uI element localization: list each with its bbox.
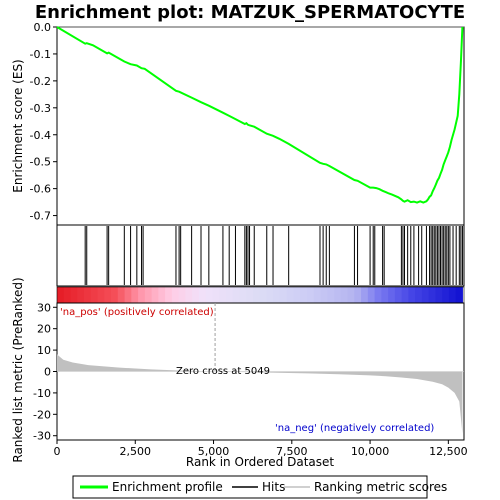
es-tick-label: 0.0 [34, 21, 52, 34]
rank-bar-segment [266, 287, 274, 303]
rank-bar-segment [273, 287, 281, 303]
rank-bar-segment [354, 287, 362, 303]
rank-bar-segment [219, 287, 227, 303]
es-tick-label: -0.6 [30, 183, 51, 196]
rank-bar-segment [408, 287, 416, 303]
es-tick-label: -0.4 [30, 129, 51, 142]
rank-bar-segment [124, 287, 132, 303]
rank-bar-segment [111, 287, 119, 303]
x-tick-label: 12,500 [429, 445, 468, 458]
rank-bar-segment [97, 287, 105, 303]
rank-bar-segment [374, 287, 382, 303]
rank-bar-segment [104, 287, 112, 303]
rank-bar-segment [90, 287, 99, 303]
rank-bar-segment [293, 287, 301, 303]
legend-metric-text: Ranking metric scores [314, 480, 447, 494]
metric-tick-label: 30 [37, 301, 51, 314]
rank-bar-segment [428, 287, 436, 303]
enrichment-profile-line [56, 26, 464, 204]
rank-bar-segment [388, 287, 396, 303]
rank-bar-segment [117, 287, 126, 303]
rank-bar-segment [70, 287, 78, 303]
rank-bar-segment [327, 287, 335, 303]
rank-bar-segment [232, 287, 240, 303]
rank-bar-segment [286, 287, 295, 303]
rank-bar-segment [144, 287, 153, 303]
rank-bar-segment [394, 287, 403, 303]
rank-bar-segment [367, 287, 376, 303]
x-axis-label: Rank in Ordered Dataset [186, 455, 334, 469]
rank-bar-segment [313, 287, 322, 303]
rank-bar-segment [279, 287, 288, 303]
rank-bar-segment [300, 287, 308, 303]
rank-bar-segment [151, 287, 159, 303]
es-tick-label: -0.5 [30, 156, 51, 169]
metric-tick-label: -10 [33, 387, 51, 400]
rank-bar-segment [212, 287, 220, 303]
hits-panel-frame [56, 224, 465, 287]
es-panel-frame [56, 26, 465, 226]
rank-bar-segment [259, 287, 267, 303]
legend: Enrichment profile Hits Ranking metric s… [72, 475, 447, 499]
es-tick-label: -0.2 [30, 75, 51, 88]
rank-bar-segment [84, 287, 92, 303]
rank-bar-segment [178, 287, 186, 303]
zero-cross-label: Zero cross at 5049 [176, 366, 270, 377]
rank-bar-segment [320, 287, 328, 303]
rank-bar-segment [198, 287, 207, 303]
rank-bar-segment [171, 287, 180, 303]
rank-bar-segment [340, 287, 349, 303]
rank-bar-segment [131, 287, 139, 303]
rank-bar-segment [246, 287, 254, 303]
es-axis-label: Enrichment score (ES) [11, 59, 25, 192]
rank-bar-segment [77, 287, 85, 303]
rank-bar-segment [415, 287, 423, 303]
metric-axis-label: Ranked list metric (PreRanked) [11, 277, 25, 462]
rank-bar-segment [192, 287, 200, 303]
rank-bar-segment [435, 287, 443, 303]
metric-tick-label: -30 [33, 430, 51, 443]
ranking-metric-area [57, 354, 463, 434]
rank-bar-segment [225, 287, 234, 303]
x-tick-label: 7,500 [276, 445, 308, 458]
pos-label: 'na_pos' (positively correlated) [60, 307, 214, 318]
chart-title: Enrichment plot: MATZUK_SPERMATOCYTE [35, 2, 465, 23]
rank-bar-segment [381, 287, 389, 303]
rank-bar-segment [63, 287, 72, 303]
rank-bar-segment [138, 287, 146, 303]
metric-tick-label: 0 [44, 366, 51, 379]
rank-bar-segment [205, 287, 213, 303]
legend-hits-text: Hits [262, 480, 285, 494]
rank-bar-segment [334, 287, 342, 303]
legend-es-text: Enrichment profile [112, 480, 223, 494]
rank-bar-segment [401, 287, 409, 303]
rank-bar-segment [252, 287, 261, 303]
rank-bar-segment [455, 287, 463, 303]
metric-tick-label: 20 [37, 323, 51, 336]
rank-bar-segment [307, 287, 315, 303]
rank-bar-segment [165, 287, 173, 303]
x-tick-label: 5,000 [198, 445, 230, 458]
metric-tick-label: -20 [33, 408, 51, 421]
x-tick-label: 2,500 [120, 445, 152, 458]
rank-bar-segment [347, 287, 355, 303]
rank-bar-segment [239, 287, 247, 303]
es-tick-label: -0.1 [30, 48, 51, 61]
rank-bar-segment [185, 287, 193, 303]
rank-bar-segment [442, 287, 450, 303]
x-tick-label: 0 [54, 445, 61, 458]
neg-label: 'na_neg' (negatively correlated) [275, 423, 434, 434]
metric-tick-label: 10 [37, 344, 51, 357]
rank-bar-segment [448, 287, 457, 303]
rank-bar-segment [421, 287, 430, 303]
rank-bar-segment [158, 287, 166, 303]
es-tick-label: -0.3 [30, 102, 51, 115]
x-tick-label: 10,000 [351, 445, 390, 458]
rank-bar-segment [57, 287, 65, 303]
es-tick-label: -0.7 [30, 210, 51, 223]
rank-bar-segment [361, 287, 369, 303]
